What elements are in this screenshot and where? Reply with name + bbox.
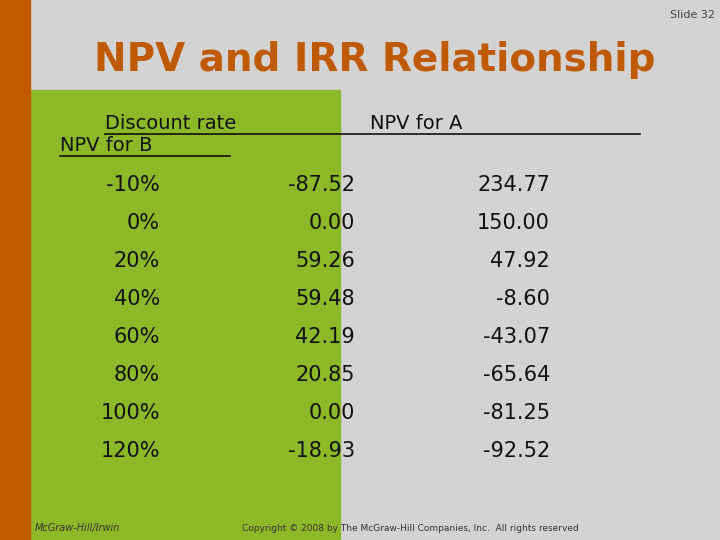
Text: 20%: 20% xyxy=(114,251,160,271)
Text: 42.19: 42.19 xyxy=(295,327,355,347)
Text: -18.93: -18.93 xyxy=(288,441,355,461)
Text: -92.52: -92.52 xyxy=(482,441,550,461)
Text: McGraw-Hill/Irwin: McGraw-Hill/Irwin xyxy=(35,523,120,533)
Text: 60%: 60% xyxy=(114,327,160,347)
Text: 47.92: 47.92 xyxy=(490,251,550,271)
Text: Copyright © 2008 by The McGraw-Hill Companies, Inc.  All rights reserved: Copyright © 2008 by The McGraw-Hill Comp… xyxy=(242,524,578,533)
Text: NPV for A: NPV for A xyxy=(370,114,462,133)
Text: -87.52: -87.52 xyxy=(288,175,355,195)
Text: -43.07: -43.07 xyxy=(483,327,550,347)
Text: 40%: 40% xyxy=(114,289,160,309)
Text: 0.00: 0.00 xyxy=(309,403,355,423)
Text: 80%: 80% xyxy=(114,365,160,385)
Text: 100%: 100% xyxy=(101,403,160,423)
Text: -65.64: -65.64 xyxy=(482,365,550,385)
Text: Slide 32: Slide 32 xyxy=(670,10,715,20)
Text: 20.85: 20.85 xyxy=(295,365,355,385)
Bar xyxy=(0,0,30,540)
Text: 120%: 120% xyxy=(101,441,160,461)
Text: 0.00: 0.00 xyxy=(309,213,355,233)
Text: -8.60: -8.60 xyxy=(496,289,550,309)
Text: -81.25: -81.25 xyxy=(483,403,550,423)
Text: 150.00: 150.00 xyxy=(477,213,550,233)
Text: 234.77: 234.77 xyxy=(477,175,550,195)
Text: NPV and IRR Relationship: NPV and IRR Relationship xyxy=(94,41,656,79)
Bar xyxy=(30,90,340,540)
Text: Discount rate: Discount rate xyxy=(105,114,236,133)
Text: NPV for B: NPV for B xyxy=(60,136,153,155)
Text: 0%: 0% xyxy=(127,213,160,233)
Text: 59.48: 59.48 xyxy=(295,289,355,309)
Text: -10%: -10% xyxy=(107,175,160,195)
Text: 59.26: 59.26 xyxy=(295,251,355,271)
